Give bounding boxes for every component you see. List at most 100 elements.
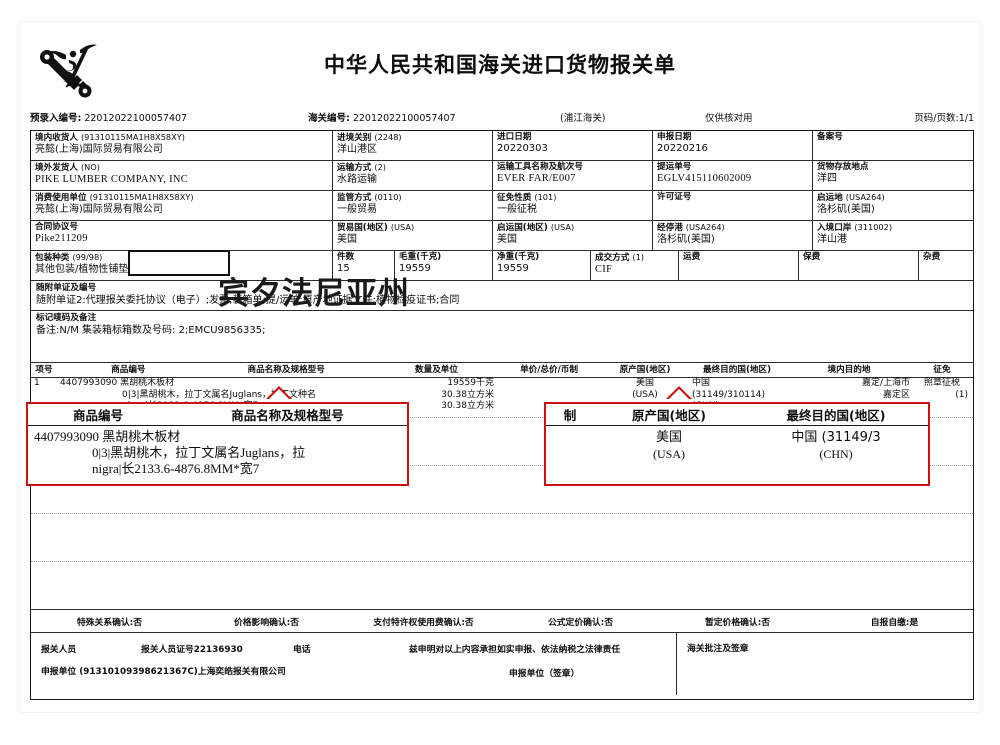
verification-notice: 仅供核对用 [705,113,753,124]
field-label: 运输工具名称及航次号 [497,162,583,172]
dest-line-1: 中国 (31149/310114) [692,378,766,400]
qty-line-1: 19559千克 [447,378,494,388]
field-label: 启运地 [817,193,843,203]
origin-line-2: (USA) [632,389,658,400]
cell-origin: 美国 (USA) [601,378,689,417]
callout-head-dest: 最终目的国(地区) [786,408,886,423]
levy-line-2: (1) [955,389,968,400]
customs-approval-label: 海关批注及签章 [687,644,749,654]
goods-line-1: 4407993090 黑胡桃木板材 [60,378,175,388]
pre-entry-value: 22012022100057407 [84,113,188,124]
callout-origin-code: (USA) [653,447,685,461]
field-vessel-voyage: 运输工具名称及航次号 EVER FAR/E007 [493,161,653,190]
table-row: 合同协议号 Pike211209 贸易国(地区) (USA) 美国 启运国(地区… [31,221,973,251]
field-code: (0110) [374,192,402,202]
field-label: 合同协议号 [35,222,78,232]
qty-line-2: 30.38立方米 [441,389,494,400]
cell-item-no: 1 [34,378,40,388]
field-value: 20220216 [657,143,708,154]
field-value: CIF [595,264,613,275]
field-code: (2) [374,162,386,172]
field-value: 19559 [497,263,529,274]
pre-entry-number: 预录入编号: 22012022100057407 [30,110,187,124]
field-value: 亮懿(上海)国际贸易有限公司 [35,204,163,215]
confirm-royalty-payment: 支付特许权使用费确认:否 [373,618,474,628]
col-hs-code: 商品编号 商品名称及规格型号 [57,363,379,377]
field-label: 毛重(千克) [399,252,442,262]
callout-dest-cn: 中国 (31149/3 [791,430,881,445]
field-value: 洋四 [817,173,837,184]
field-value: 水路运输 [337,174,377,185]
col-name-spec-label: 商品名称及规格型号 [247,365,325,375]
field-transit-port: 经停港 (USA264) 洛杉矶(美国) [653,221,813,250]
field-code: (USA264) [685,222,725,232]
field-gross-weight: 毛重(千克) 19559 [395,251,493,280]
field-code: (91310115MA1H8X58XY) [80,132,185,142]
callout-left-line-1: 4407993090 黑胡桃木板材 [34,429,181,444]
redaction-box [128,250,230,276]
callout-left-line-3: nigra|长2133.6-4876.8MM*宽7 [92,461,260,476]
inner-dest-line-2: 嘉定区 [882,389,910,400]
field-label: 进口日期 [497,132,532,142]
col-dest: 最终目的国(地区) [702,365,771,375]
field-package-type: 包装种类 (99/98) 其他包装/植物性铺垫材料 [31,251,333,280]
field-license-no: 许可证号 [653,191,813,220]
callout-dest-code: (CHN) [819,447,853,461]
goods-line-2: 0|3|黑胡桃木，拉丁文属名Juglans，拉丁文种名 [122,389,316,400]
field-label: 杂费 [923,252,941,262]
callout-head-origin: 原产国(地区) [632,408,706,423]
callout-dest-value: 中国 (31149/3 (CHN) [744,430,928,462]
phone-label: 电话 [293,645,311,655]
goods-table-header: 项号 商品编号 商品名称及规格型号 数量及单位 单价/总价/币制 原产国(地区)… [31,363,973,378]
cell-inner-dest: 嘉定/上海市 嘉定区 [785,378,913,417]
field-label: 境外发货人 [35,163,78,173]
field-value: 备注:N/M 集装箱标箱数及号码: 2;EMCU9856335; [36,325,266,336]
field-value: 美国 [497,234,517,245]
confirm-special-relation: 特殊关系确认:否 [76,618,143,628]
declaration-table: 境内收货人 (91310115MA1H8X58XY) 亮懿(上海)国际贸易有限公… [30,130,974,700]
marks-remarks-row: 标记唛码及备注 备注:N/M 集装箱标箱数及号码: 2;EMCU9856335; [31,311,973,363]
declarant-label: 报关人员 [41,645,77,655]
callout-right-header: 制 原产国(地区) 最终目的国(地区) [546,404,928,426]
col-levy: 征免 [933,365,951,375]
table-row-empty [31,514,973,562]
field-label: 消费使用单位 [35,193,87,203]
cell-levy: 照章征税 (1) [913,378,971,417]
levy-line-1: 照章征税 [923,378,960,388]
callout-right-body: 美国 (USA) 中国 (31149/3 (CHN) [546,426,928,462]
field-import-date: 进口日期 20220303 [493,131,653,160]
field-code: (NO) [80,162,100,172]
footer-section: 报关人员 报关人员证号22136930 电话 申报单位 (91310109398… [31,633,973,695]
field-code: (91310115MA1H8X58XY) [89,192,194,202]
confirm-formula-pricing: 公式定价确认:否 [547,618,614,628]
field-label: 监管方式 [337,193,372,203]
table-row: 包装种类 (99/98) 其他包装/植物性铺垫材料 件数 15 毛重(千克) 1… [31,251,973,281]
field-label: 进境关别 [337,133,372,143]
field-label: 随附单证及编号 [36,283,97,293]
field-label: 货物存放地点 [817,162,869,172]
field-label: 保费 [803,252,821,262]
field-label: 境内收货人 [35,133,78,143]
callout-head-levy: 制 [563,408,577,423]
col-qty-unit: 数量及单位 [415,365,458,375]
declare-unit: 申报单位 (91310109398621367C)上海奕皓报关有限公司 [41,667,286,677]
field-value: PIKE LUMBER COMPANY, INC [35,174,189,185]
customs-no-value: 22012022100057407 [352,113,456,124]
field-value: EVER FAR/E007 [497,173,576,184]
field-attached-docs: 随附单证及编号 随附单证2:代理报关委托协议（电子）;发票;装箱单;提/运单;原… [31,281,973,310]
field-label: 提运单号 [657,162,692,172]
field-trade-terms: 成交方式 (1) CIF [591,251,679,280]
field-value: 一般贸易 [337,204,377,215]
callout-left-line-2: 0|3|黑胡桃木，拉丁文属名Juglans，拉 [92,445,306,460]
field-record-no: 备案号 [813,131,973,160]
field-code: (99/98) [72,252,103,262]
field-label: 许可证号 [657,192,692,202]
field-package-count: 件数 15 [333,251,395,280]
field-value: 15 [337,263,350,274]
field-label: 经停港 [657,223,683,233]
field-label: 运费 [683,252,701,262]
field-value: 其他包装/植物性铺垫材料 [35,264,149,275]
table-row: 境外发货人 (NO) PIKE LUMBER COMPANY, INC 运输方式… [31,161,973,191]
document-header: 中华人民共和国海关进口货物报关单 [20,22,980,98]
